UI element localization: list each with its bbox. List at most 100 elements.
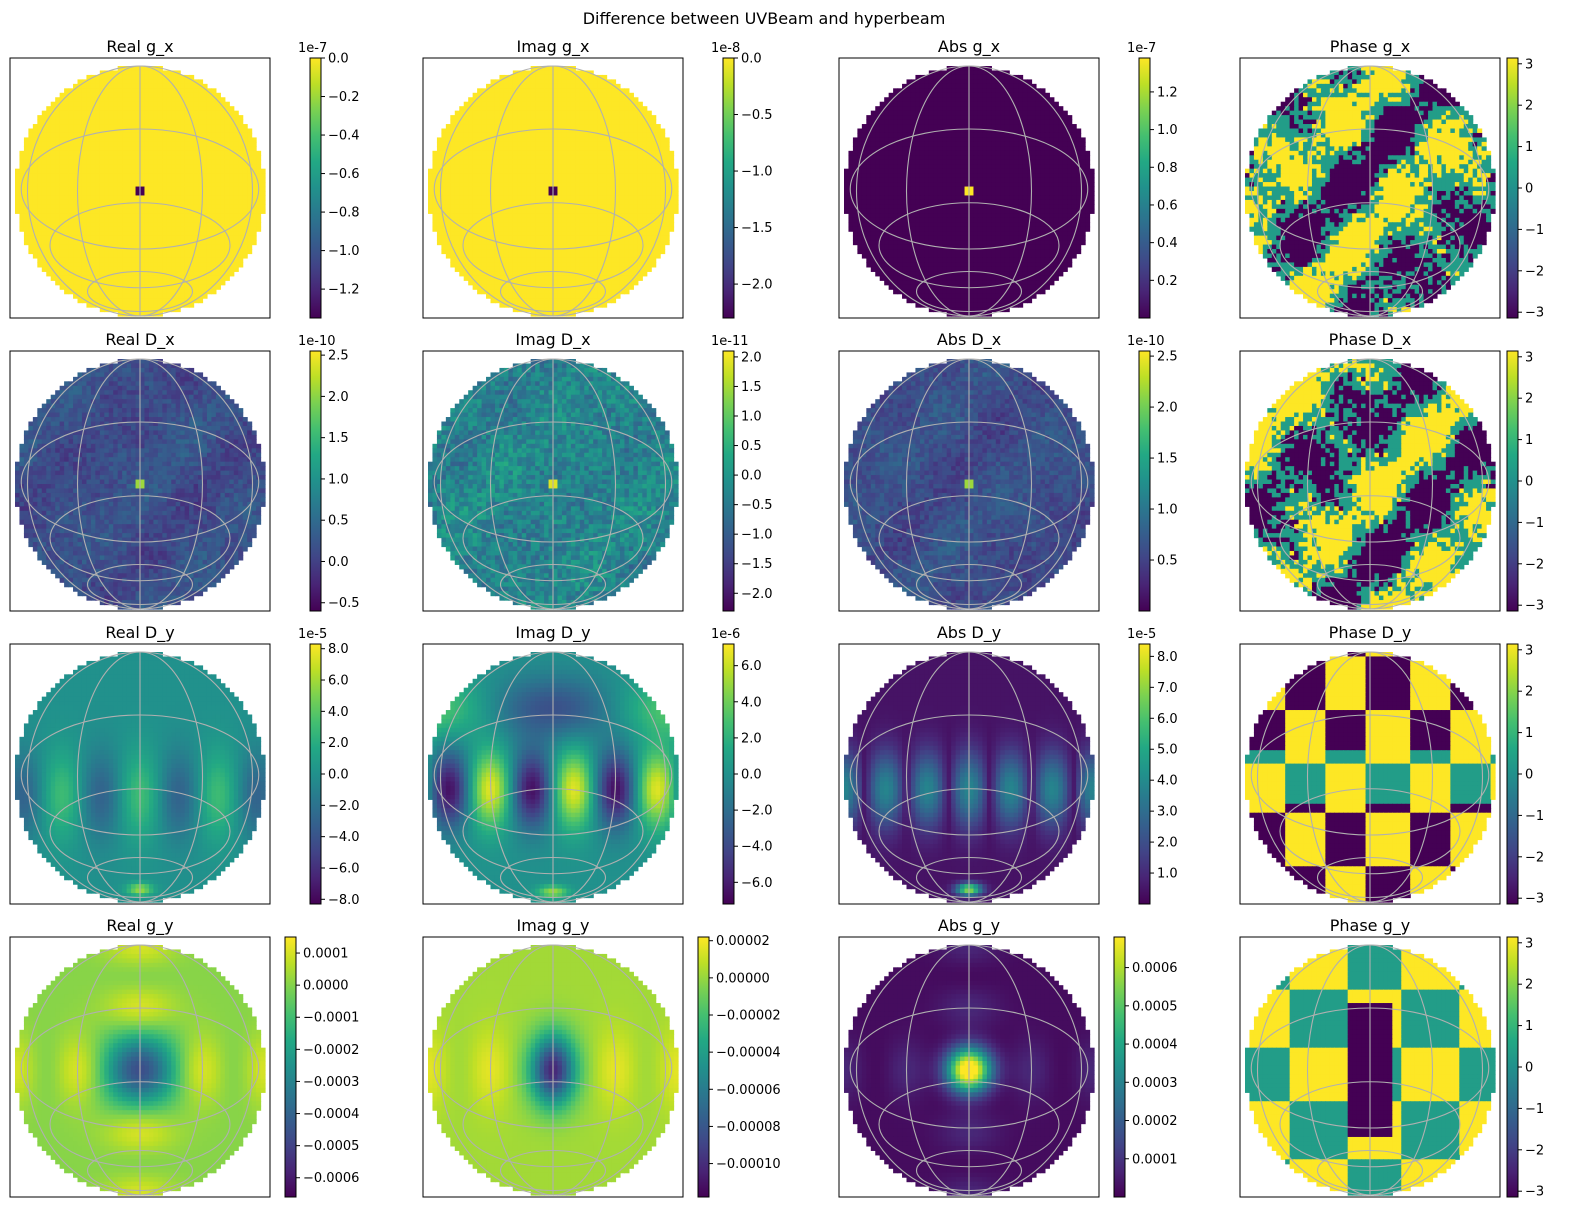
heatmap-cell (78, 97, 83, 102)
heatmap-cell (149, 84, 154, 89)
heatmap-cell (51, 213, 56, 218)
heatmap-cell (144, 169, 149, 174)
heatmap-cell (171, 227, 176, 232)
heatmap-cell (602, 195, 607, 200)
heatmap-cell (247, 182, 252, 187)
heatmap-cell (203, 173, 208, 178)
heatmap-cell (109, 267, 114, 272)
heatmap-cell (15, 182, 20, 187)
heatmap-cell (153, 240, 158, 245)
heatmap-cell (37, 195, 42, 200)
heatmap-cell (55, 97, 60, 102)
heatmap-cell (167, 102, 172, 107)
heatmap-cell (624, 102, 629, 107)
heatmap-cell (446, 187, 451, 192)
heatmap-cell (535, 111, 540, 116)
heatmap-cell (575, 204, 580, 209)
heatmap-cell (642, 129, 647, 134)
heatmap-cell (535, 276, 540, 281)
heatmap-cell (517, 258, 522, 263)
heatmap-cell (37, 120, 42, 125)
heatmap-cell (607, 97, 612, 102)
heatmap-cell (42, 142, 47, 147)
heatmap-cell (602, 164, 607, 169)
heatmap-cell (522, 102, 527, 107)
heatmap-cell (665, 227, 670, 232)
heatmap-cell (185, 200, 190, 205)
heatmap-cell (566, 169, 571, 174)
heatmap-cell (513, 129, 518, 134)
heatmap-cell (180, 155, 185, 160)
heatmap-cell (508, 236, 513, 241)
heatmap-cell (127, 231, 132, 236)
heatmap-cell (482, 240, 487, 245)
heatmap-cell (234, 160, 239, 165)
heatmap-cell (531, 97, 536, 102)
heatmap-cell (486, 160, 491, 165)
heatmap-cell (616, 102, 621, 107)
heatmap-cell (602, 169, 607, 174)
heatmap-cell (504, 178, 509, 183)
heatmap-cell (513, 213, 518, 218)
heatmap-cell (468, 178, 473, 183)
heatmap-cell (620, 129, 625, 134)
heatmap-cell (149, 298, 154, 303)
heatmap-cell (459, 155, 464, 160)
heatmap-cell (28, 187, 33, 192)
heatmap-cell (162, 280, 167, 285)
heatmap-cell (526, 155, 531, 160)
heatmap-cell (149, 160, 154, 165)
heatmap-cell (589, 124, 594, 129)
heatmap-cell (642, 200, 647, 205)
heatmap-cell (562, 240, 567, 245)
heatmap-cell (82, 155, 87, 160)
heatmap-cell (153, 294, 158, 299)
heatmap-cell (575, 289, 580, 294)
heatmap-cell (647, 178, 652, 183)
heatmap-cell (86, 191, 91, 196)
heatmap-cell (15, 169, 20, 174)
heatmap-cell (144, 294, 149, 299)
heatmap-cell (42, 173, 47, 178)
heatmap-cell (566, 79, 571, 84)
heatmap-cell (522, 267, 527, 272)
heatmap-cell (95, 236, 100, 241)
heatmap-cell (100, 169, 105, 174)
heatmap-cell (607, 88, 612, 93)
heatmap-cell (55, 155, 60, 160)
heatmap-cell (473, 93, 478, 98)
heatmap-cell (238, 200, 243, 205)
heatmap-cell (252, 218, 257, 223)
heatmap-cell (64, 124, 69, 129)
heatmap-cell (162, 102, 167, 107)
heatmap-cell (220, 173, 225, 178)
heatmap-cell (607, 271, 612, 276)
heatmap-cell (229, 254, 234, 259)
heatmap-cell (553, 88, 558, 93)
heatmap-cell (180, 231, 185, 236)
heatmap-cell (544, 298, 549, 303)
heatmap-cell (611, 106, 616, 111)
heatmap-cell (450, 182, 455, 187)
heatmap-cell (118, 209, 123, 214)
heatmap-cell (252, 137, 257, 142)
heatmap-cell (531, 115, 536, 120)
heatmap-cell (562, 231, 567, 236)
heatmap-cell (82, 146, 87, 151)
heatmap-cell (544, 231, 549, 236)
heatmap-cell (149, 70, 154, 75)
heatmap-cell (149, 146, 154, 151)
heatmap-cell (194, 258, 199, 263)
heatmap-cell (207, 173, 212, 178)
heatmap-cell (113, 298, 118, 303)
heatmap-cell (185, 84, 190, 89)
heatmap-cell (153, 111, 158, 116)
heatmap-cell (109, 84, 114, 89)
heatmap-cell (91, 146, 96, 151)
heatmap-cell (82, 187, 87, 192)
heatmap-cell (189, 236, 194, 241)
heatmap-cell (450, 200, 455, 205)
heatmap-cell (647, 137, 652, 142)
heatmap-cell (216, 129, 221, 134)
heatmap-cell (256, 164, 261, 169)
